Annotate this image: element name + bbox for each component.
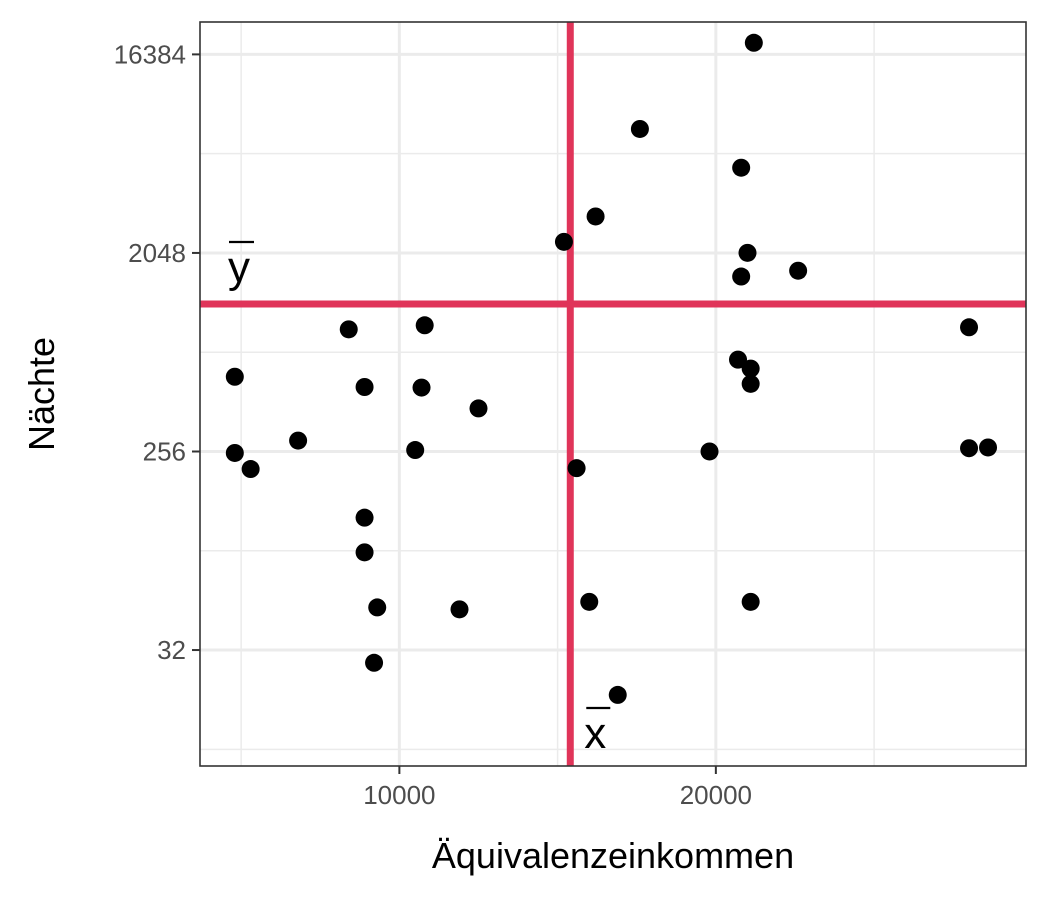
data-point <box>554 232 573 251</box>
data-point <box>355 543 374 562</box>
y-mean-label: y <box>228 243 250 292</box>
data-point <box>241 460 260 479</box>
minor-gridlines <box>200 22 1026 766</box>
data-point <box>700 442 719 461</box>
data-points <box>225 33 998 704</box>
data-point <box>960 318 979 337</box>
data-point <box>744 33 763 52</box>
y-tick-label: 16384 <box>114 39 186 69</box>
y-axis-ticks: 32 256 2048 16384 <box>114 39 200 665</box>
x-axis-title: Äquivalenzeinkommen <box>432 835 794 876</box>
data-point <box>406 441 425 460</box>
data-point <box>355 508 374 527</box>
data-point <box>225 443 244 462</box>
data-point <box>225 367 244 386</box>
data-point <box>741 359 760 378</box>
x-mean-label: x <box>584 709 606 758</box>
data-point <box>355 377 374 396</box>
data-point <box>469 399 488 418</box>
data-point <box>738 243 757 262</box>
y-tick-label: 2048 <box>128 238 186 268</box>
data-point <box>729 350 748 369</box>
data-point <box>339 320 358 339</box>
data-point <box>732 267 751 286</box>
data-point <box>630 119 649 138</box>
y-axis-title: Nächte <box>21 337 62 451</box>
data-point <box>741 374 760 393</box>
data-point <box>412 378 431 397</box>
data-point <box>368 598 387 617</box>
x-tick-label: 10000 <box>363 780 435 810</box>
data-point <box>608 685 627 704</box>
major-gridlines <box>200 22 1026 766</box>
x-axis-ticks: 10000 20000 <box>363 766 752 810</box>
data-point <box>289 431 308 450</box>
data-point <box>580 592 599 611</box>
y-tick-label: 32 <box>157 635 186 665</box>
data-point <box>567 459 586 478</box>
y-tick-label: 256 <box>143 436 186 466</box>
data-point <box>789 261 808 280</box>
data-point <box>979 438 998 457</box>
panel-border <box>199 21 1027 767</box>
data-point <box>365 653 384 672</box>
x-tick-label: 20000 <box>680 780 752 810</box>
data-point <box>450 600 469 619</box>
data-point <box>960 439 979 458</box>
mean-lines <box>200 22 1026 766</box>
data-point <box>415 316 434 335</box>
data-point <box>586 207 605 226</box>
data-point <box>732 158 751 177</box>
data-point <box>741 592 760 611</box>
